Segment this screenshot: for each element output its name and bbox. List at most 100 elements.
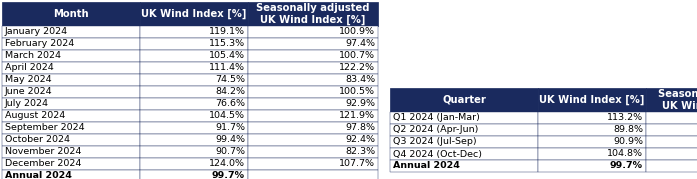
Text: September 2024: September 2024 [5, 124, 84, 132]
Text: March 2024: March 2024 [5, 52, 61, 61]
Bar [538, 124, 646, 136]
Bar [538, 136, 646, 148]
Bar [538, 112, 646, 124]
Bar [538, 88, 646, 112]
Bar [2, 62, 140, 74]
Text: 92.4%: 92.4% [345, 136, 375, 144]
Bar [390, 112, 538, 124]
Text: 100.9%: 100.9% [339, 28, 375, 37]
Text: 90.7%: 90.7% [215, 147, 245, 156]
Text: 89.8%: 89.8% [613, 125, 643, 134]
Text: January 2024: January 2024 [5, 28, 68, 37]
Text: 91.7%: 91.7% [215, 124, 245, 132]
Bar [390, 136, 538, 148]
Bar [390, 124, 538, 136]
Bar [2, 110, 140, 122]
Text: 97.4%: 97.4% [345, 40, 375, 49]
Text: 122.2%: 122.2% [339, 64, 375, 72]
Text: 99.7%: 99.7% [212, 171, 245, 179]
Bar [538, 160, 646, 172]
Text: 76.6%: 76.6% [215, 100, 245, 108]
Text: Month: Month [53, 9, 89, 19]
Bar [140, 158, 248, 170]
Text: 107.7%: 107.7% [339, 159, 375, 168]
Bar [2, 74, 140, 86]
Bar [248, 2, 378, 26]
Bar [538, 148, 646, 160]
Bar [646, 136, 697, 148]
Bar [2, 86, 140, 98]
Bar [2, 50, 140, 62]
Text: 100.5%: 100.5% [339, 88, 375, 96]
Text: October 2024: October 2024 [5, 136, 70, 144]
Bar [248, 62, 378, 74]
Bar [248, 110, 378, 122]
Bar [2, 146, 140, 158]
Text: 121.9%: 121.9% [339, 112, 375, 120]
Bar [390, 160, 538, 172]
Text: November 2024: November 2024 [5, 147, 82, 156]
Bar [140, 2, 248, 26]
Bar [248, 170, 378, 179]
Bar [646, 148, 697, 160]
Text: 115.3%: 115.3% [209, 40, 245, 49]
Text: June 2024: June 2024 [5, 88, 53, 96]
Text: Annual 2024: Annual 2024 [393, 161, 460, 171]
Text: Quarter: Quarter [442, 95, 486, 105]
Text: May 2024: May 2024 [5, 76, 52, 84]
Bar [140, 110, 248, 122]
Bar [2, 122, 140, 134]
Bar [140, 50, 248, 62]
Bar [248, 38, 378, 50]
Bar [2, 38, 140, 50]
Bar [140, 26, 248, 38]
Bar [248, 98, 378, 110]
Bar [140, 170, 248, 179]
Text: 84.2%: 84.2% [215, 88, 245, 96]
Bar [646, 124, 697, 136]
Bar [646, 112, 697, 124]
Bar [140, 74, 248, 86]
Text: UK Wind Index [%]: UK Wind Index [%] [141, 9, 247, 19]
Bar [2, 170, 140, 179]
Text: 111.4%: 111.4% [209, 64, 245, 72]
Bar [140, 122, 248, 134]
Text: 74.5%: 74.5% [215, 76, 245, 84]
Text: December 2024: December 2024 [5, 159, 82, 168]
Text: February 2024: February 2024 [5, 40, 75, 49]
Bar [390, 88, 538, 112]
Bar [2, 98, 140, 110]
Bar [248, 50, 378, 62]
Text: 97.8%: 97.8% [345, 124, 375, 132]
Text: 104.8%: 104.8% [607, 149, 643, 158]
Text: 92.9%: 92.9% [345, 100, 375, 108]
Text: Q2 2024 (Apr-Jun): Q2 2024 (Apr-Jun) [393, 125, 478, 134]
Bar [140, 62, 248, 74]
Text: 119.1%: 119.1% [209, 28, 245, 37]
Bar [140, 134, 248, 146]
Bar [646, 88, 697, 112]
Bar [390, 148, 538, 160]
Bar [2, 158, 140, 170]
Text: UK Wind Index [%]: UK Wind Index [%] [539, 95, 645, 105]
Bar [2, 26, 140, 38]
Text: July 2024: July 2024 [5, 100, 49, 108]
Text: Q1 2024 (Jan-Mar): Q1 2024 (Jan-Mar) [393, 113, 480, 122]
Bar [248, 158, 378, 170]
Bar [2, 134, 140, 146]
Text: Seasonally adjusted
UK Wind Index [%]: Seasonally adjusted UK Wind Index [%] [256, 3, 369, 25]
Bar [140, 86, 248, 98]
Text: 113.2%: 113.2% [607, 113, 643, 122]
Bar [646, 160, 697, 172]
Text: Annual 2024: Annual 2024 [5, 171, 72, 179]
Bar [248, 74, 378, 86]
Text: 83.4%: 83.4% [345, 76, 375, 84]
Text: 99.4%: 99.4% [215, 136, 245, 144]
Text: 105.4%: 105.4% [209, 52, 245, 61]
Bar [140, 146, 248, 158]
Text: Seasonally adjusted
UK Wind Index [%]: Seasonally adjusted UK Wind Index [%] [658, 89, 697, 111]
Text: Q4 2024 (Oct-Dec): Q4 2024 (Oct-Dec) [393, 149, 482, 158]
Text: 124.0%: 124.0% [209, 159, 245, 168]
Bar [248, 26, 378, 38]
Text: 100.7%: 100.7% [339, 52, 375, 61]
